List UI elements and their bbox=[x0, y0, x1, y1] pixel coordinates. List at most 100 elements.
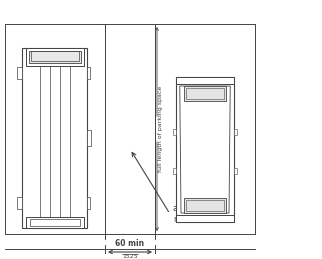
Point bbox=[139, 124, 144, 128]
Point bbox=[110, 123, 115, 127]
Point bbox=[104, 188, 109, 192]
Point bbox=[146, 199, 151, 204]
Point bbox=[123, 218, 128, 222]
Point bbox=[134, 169, 139, 173]
Point bbox=[130, 149, 135, 153]
Point bbox=[144, 129, 149, 133]
Point bbox=[151, 68, 156, 73]
Point bbox=[118, 38, 124, 42]
Point bbox=[142, 171, 147, 176]
Point bbox=[110, 64, 115, 68]
Point bbox=[104, 38, 109, 42]
Point bbox=[147, 166, 152, 170]
Point bbox=[118, 149, 123, 153]
Point bbox=[139, 94, 144, 98]
Point bbox=[146, 162, 151, 167]
Point bbox=[108, 87, 113, 91]
Point bbox=[107, 153, 112, 157]
Point bbox=[121, 27, 127, 31]
Point bbox=[114, 179, 119, 184]
Point bbox=[148, 169, 154, 173]
Point bbox=[136, 70, 141, 75]
Point bbox=[106, 163, 111, 167]
Point bbox=[123, 225, 128, 229]
Point bbox=[149, 183, 154, 187]
Point bbox=[150, 101, 155, 105]
Point bbox=[132, 88, 137, 92]
Point bbox=[117, 160, 122, 164]
Point bbox=[120, 130, 125, 134]
Point bbox=[151, 111, 156, 115]
Point bbox=[115, 125, 120, 129]
Point bbox=[105, 228, 110, 232]
Point bbox=[105, 67, 110, 71]
Point bbox=[135, 118, 140, 122]
Point bbox=[147, 114, 153, 118]
Point bbox=[125, 142, 130, 147]
Point bbox=[130, 201, 136, 205]
Point bbox=[148, 176, 153, 180]
Point bbox=[147, 65, 152, 69]
Point bbox=[139, 97, 144, 101]
Point bbox=[110, 199, 115, 203]
Point bbox=[127, 32, 132, 36]
Point bbox=[115, 177, 120, 181]
Point bbox=[116, 63, 121, 67]
Bar bbox=[176, 77, 234, 84]
Point bbox=[148, 54, 153, 58]
Point bbox=[120, 92, 126, 96]
Point bbox=[144, 39, 149, 43]
Point bbox=[105, 38, 110, 42]
Point bbox=[132, 31, 137, 35]
Point bbox=[132, 220, 137, 225]
Point bbox=[146, 65, 151, 69]
Point bbox=[144, 101, 149, 105]
Point bbox=[132, 63, 137, 67]
Point bbox=[108, 134, 113, 139]
Point bbox=[130, 63, 135, 67]
Point bbox=[126, 137, 131, 141]
Point bbox=[131, 100, 136, 104]
Point bbox=[104, 104, 109, 108]
Point bbox=[134, 114, 139, 118]
Point bbox=[130, 52, 136, 56]
Point bbox=[139, 182, 144, 186]
Point bbox=[143, 132, 148, 136]
Point bbox=[137, 228, 142, 233]
Point bbox=[106, 84, 111, 88]
Point bbox=[126, 175, 131, 179]
Point bbox=[129, 194, 134, 198]
Point bbox=[147, 224, 153, 228]
Point bbox=[116, 64, 121, 69]
Point bbox=[133, 110, 138, 114]
Point bbox=[150, 219, 156, 224]
Point bbox=[109, 128, 114, 132]
Point bbox=[143, 198, 148, 203]
Bar bbox=[17, 67, 23, 79]
Point bbox=[110, 109, 115, 113]
Point bbox=[147, 36, 152, 40]
Point bbox=[119, 29, 125, 33]
Point bbox=[118, 63, 123, 67]
Point bbox=[118, 92, 123, 97]
Point bbox=[138, 214, 143, 218]
Point bbox=[150, 47, 155, 51]
Point bbox=[128, 84, 133, 89]
Point bbox=[114, 164, 119, 168]
Point bbox=[146, 110, 151, 114]
Point bbox=[111, 138, 116, 142]
Point bbox=[141, 193, 147, 197]
Point bbox=[123, 79, 128, 83]
Point bbox=[135, 97, 140, 101]
Point bbox=[128, 150, 134, 154]
Point bbox=[147, 45, 152, 49]
Point bbox=[119, 170, 125, 174]
Point bbox=[143, 125, 148, 129]
Point bbox=[128, 65, 133, 69]
Point bbox=[115, 109, 120, 113]
Point bbox=[135, 189, 140, 193]
Point bbox=[118, 178, 123, 182]
Point bbox=[133, 224, 138, 228]
Point bbox=[109, 36, 115, 40]
Point bbox=[128, 65, 134, 69]
